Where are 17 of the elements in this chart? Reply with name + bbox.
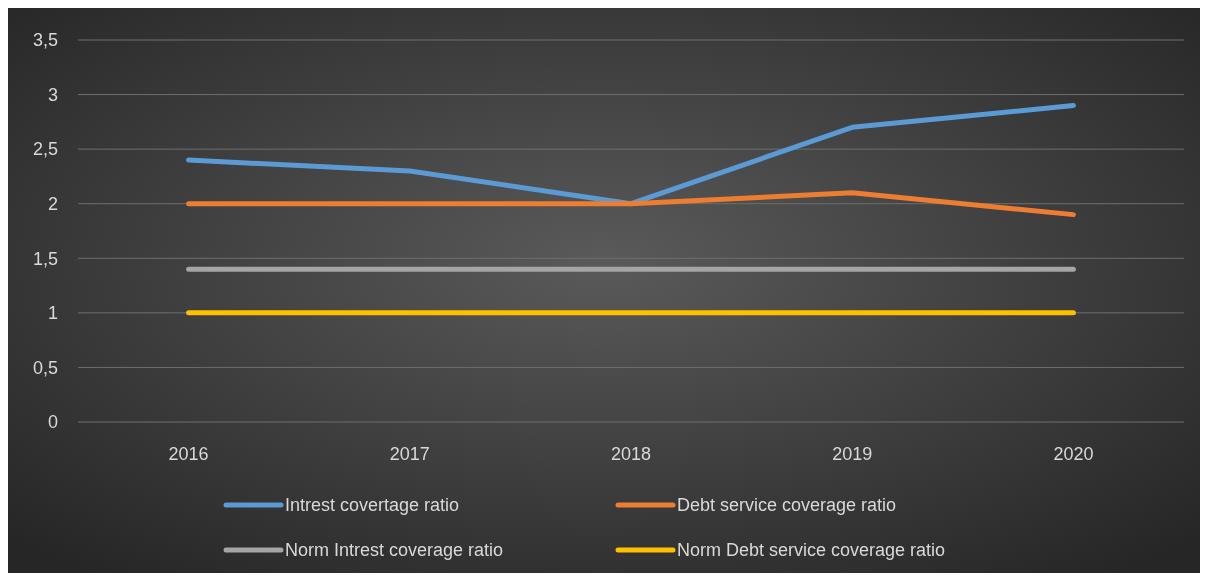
y-tick-label: 3,5	[32, 30, 58, 51]
legend-label: Norm Intrest coverage ratio	[285, 540, 504, 561]
legend-label: Debt service coverage ratio	[677, 495, 897, 516]
x-tick-label: 2016	[168, 444, 209, 464]
x-tick-label: 2020	[1053, 444, 1094, 464]
x-tick-label: 2018	[610, 444, 652, 464]
x-tick-label: 2017	[389, 444, 430, 464]
y-tick-label: 1	[47, 303, 58, 324]
legend-label: Norm Debt service coverage ratio	[677, 540, 946, 561]
y-tick-label: 0	[47, 412, 58, 433]
y-tick-label: 1,5	[32, 248, 58, 269]
y-tick-label: 0,5	[32, 357, 58, 378]
y-tick-label: 2	[47, 194, 58, 215]
x-tick-label: 2019	[832, 444, 873, 464]
y-tick-label: 2,5	[32, 139, 58, 160]
legend-label: Intrest covertage ratio	[285, 495, 460, 516]
y-tick-label: 3	[47, 84, 58, 105]
